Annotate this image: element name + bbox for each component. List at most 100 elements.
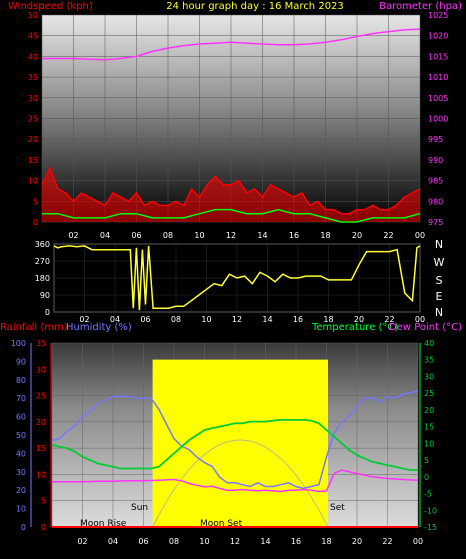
hour-tick-label: 06	[138, 537, 148, 546]
humidity-tick-label: 30	[16, 468, 26, 477]
direction-tick-label: 90	[40, 291, 50, 300]
compass-w: W	[434, 256, 445, 269]
temperature-tick-label: 25	[424, 389, 434, 398]
barometer-tick-label: 980	[428, 197, 443, 206]
barometer-ticks: 975 980 985 990 995 1000 1005 1010 1015 1020 1025	[428, 11, 448, 227]
direction-tick-label: 270	[35, 257, 50, 266]
temperature-tick-label: -5	[424, 490, 432, 499]
barometer-series	[42, 28, 421, 61]
hour-tick-label: 10	[194, 231, 204, 240]
wind-direction-line	[53, 245, 421, 311]
hour-tick-label: 04	[108, 537, 118, 546]
hour-tick-label: 20	[352, 537, 362, 546]
barometer-tick-label: 975	[428, 218, 443, 227]
rainfall-tick-label: 25	[36, 392, 46, 401]
hour-tick-label: 00	[413, 537, 423, 546]
hour-tick-label: 14	[260, 537, 270, 546]
humidity-tick-label: 70	[16, 394, 26, 403]
temperature-tick-label: -15	[424, 523, 437, 532]
humidity-tick-label: 100	[11, 339, 26, 348]
windspeed-area	[42, 168, 420, 222]
hour-tick-label: 18	[321, 537, 331, 546]
windspeed-tick-label: 10	[28, 177, 38, 186]
barometer-line	[42, 28, 421, 61]
windspeed-line	[41, 166, 421, 215]
humidity-tick-label: 90	[16, 357, 26, 366]
panel2-grid	[53, 243, 421, 313]
hour-tick-label: 08	[169, 537, 179, 546]
temperature-tick-label: 5	[424, 456, 429, 465]
moonset-label: Moon Set	[200, 519, 243, 529]
temperature-ticks: -15 -10 -5 0 5 10 15 20 25 30 35 40	[424, 339, 437, 532]
temperature-axis-title: Temperature (°C)	[311, 322, 398, 333]
compass-s: S	[436, 274, 443, 287]
chart-title: 24 hour graph day : 16 March 2023	[166, 1, 344, 12]
windspeed-tick-label: 50	[28, 11, 38, 20]
hour-tick-label: 16	[293, 315, 303, 324]
humidity-tick-label: 60	[16, 413, 26, 422]
hour-tick-label: 22	[383, 231, 393, 240]
barometer-tick-label: 1015	[428, 52, 448, 61]
barometer-tick-label: 1010	[428, 73, 448, 82]
windspeed-tick-label: 40	[28, 52, 38, 61]
rainfall-axis-title: Rainfall (mm)	[0, 322, 68, 333]
windspeed-tick-label: 5	[33, 197, 38, 206]
temperature-tick-label: 10	[424, 439, 434, 448]
barometer-axis-title: Barometer (hpa)	[379, 1, 462, 12]
dewpoint-series	[52, 469, 419, 493]
windspeed-tick-label: 35	[28, 73, 38, 82]
barometer-tick-label: 1020	[428, 32, 448, 41]
rainfall-ticks: 0 5 10 15 20 25 30 35	[36, 339, 46, 532]
temperature-tick-label: 15	[424, 423, 434, 432]
windspeed-tick-label: 45	[28, 32, 38, 41]
barometer-tick-label: 990	[428, 156, 443, 165]
compass-n-top: N	[435, 238, 443, 251]
hour-tick-label: 18	[320, 231, 330, 240]
humidity-tick-label: 20	[16, 486, 26, 495]
hour-tick-label: 14	[262, 315, 272, 324]
rainfall-tick-label: 0	[41, 523, 46, 532]
rainfall-tick-label: 30	[36, 365, 46, 374]
dewpoint-axis-title: Dew Point (°C)	[389, 322, 462, 333]
hour-tick-label: 16	[289, 231, 299, 240]
humidity-ticks: 0 10 20 30 40 50 60 70 80 90 100	[11, 339, 26, 532]
humidity-tick-label: 10	[16, 505, 26, 514]
sunset-label: Set	[330, 503, 345, 513]
compass-labels: N W S E N	[434, 238, 445, 319]
rainfall-tick-label: 35	[36, 339, 46, 348]
humidity-tick-label: 80	[16, 376, 26, 385]
hour-tick-label: 12	[232, 315, 242, 324]
rainfall-tick-label: 15	[36, 444, 46, 453]
hour-tick-label: 04	[100, 231, 110, 240]
humidity-tick-label: 0	[21, 523, 26, 532]
compass-n-bottom: N	[435, 306, 443, 319]
panel2-hour-ticks: 02 04 06 08 10 12 14 16 18 20 22 00	[79, 315, 425, 324]
gust-line	[42, 208, 421, 223]
hour-tick-label: 08	[171, 315, 181, 324]
hour-tick-label: 22	[384, 315, 394, 324]
hour-tick-label: 18	[323, 315, 333, 324]
barometer-tick-label: 1000	[428, 115, 448, 124]
direction-tick-label: 360	[35, 240, 50, 249]
humidity-series	[51, 390, 419, 490]
hour-tick-label: 00	[415, 231, 425, 240]
temperature-tick-label: 20	[424, 406, 434, 415]
temperature-tick-label: -10	[424, 506, 437, 515]
windspeed-tick-label: 25	[28, 115, 38, 124]
compass-e: E	[436, 290, 443, 303]
temperature-series	[51, 418, 418, 472]
temperature-tick-label: 0	[424, 473, 429, 482]
barometer-tick-label: 985	[428, 177, 443, 186]
windspeed-tick-label: 20	[28, 135, 38, 144]
hour-tick-label: 16	[291, 537, 301, 546]
panel1-hour-ticks: 02 04 06 08 10 12 14 16 18 20 22 00	[68, 231, 425, 240]
dewpoint-line	[52, 469, 419, 493]
hour-tick-label: 02	[79, 315, 89, 324]
hour-tick-label: 10	[199, 537, 209, 546]
rainfall-tick-label: 10	[36, 470, 46, 479]
hour-tick-label: 20	[354, 315, 364, 324]
direction-ticks: 0 90 180 270 360	[35, 240, 50, 317]
direction-tick-label: 180	[35, 274, 50, 283]
barometer-tick-label: 995	[428, 135, 443, 144]
